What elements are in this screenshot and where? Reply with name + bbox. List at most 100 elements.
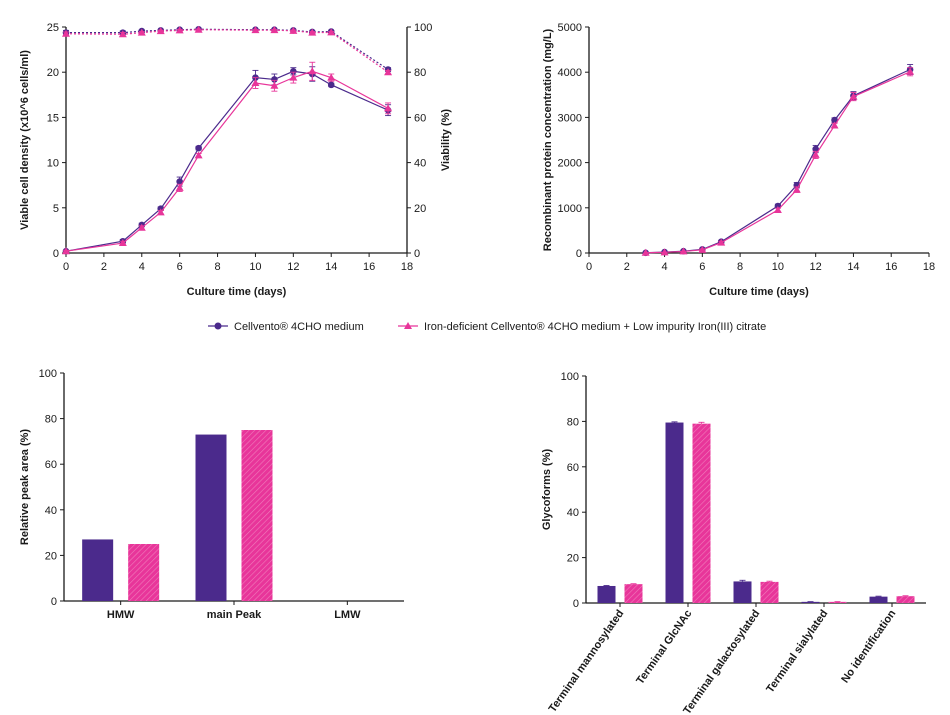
peak-area-chart: 0 20 40 60 80 100 Relative peak area (%) HMW mai…	[19, 368, 404, 621]
y2-tick-label: 100	[414, 22, 432, 34]
y-tick-label: 1000	[558, 203, 582, 215]
bar-gly_purple	[597, 585, 616, 603]
protein-chart: 0 2 4 6 8 10 12 14 16 18 0 1000 2000 3000 4000 5000 Cult…	[542, 22, 935, 298]
y-tick-label: 2000	[558, 158, 582, 170]
y-tick-label: 15	[47, 112, 59, 124]
point-via_pink	[62, 29, 70, 37]
y-tick-label: 5000	[558, 22, 582, 34]
point-vcd_purple	[195, 144, 202, 152]
x-tick-label: 12	[287, 261, 299, 273]
series-line-vcd_purple	[65, 70, 389, 252]
point-prot_pink	[641, 248, 650, 256]
point-prot_pink	[811, 150, 820, 158]
bar-peak_pink	[128, 544, 160, 601]
point-prot_pink	[830, 121, 839, 129]
y2-tick-label: 40	[414, 158, 426, 170]
x-tick-label: 0	[586, 261, 592, 273]
x-tick-label: 6	[177, 261, 183, 273]
point-vcd_pink	[251, 79, 260, 87]
point-prot_purple	[812, 145, 819, 153]
bar-gly_purple	[733, 581, 752, 603]
point-via_pink	[270, 26, 279, 34]
legend-label-purple: Cellvento® 4CHO medium	[234, 321, 364, 333]
x-tick-label: 14	[847, 261, 859, 273]
point-via_pink	[118, 30, 127, 38]
y-tick-label: 60	[567, 462, 579, 474]
y-axis-title: Glycoforms (%)	[541, 449, 553, 531]
point-via_pink	[289, 26, 298, 34]
y-tick-label: 60	[45, 459, 57, 471]
y-tick-label: 25	[47, 22, 59, 34]
x-tick-label: 18	[401, 261, 413, 273]
point-vcd_pink	[137, 223, 146, 231]
point-via_pink	[156, 27, 165, 35]
x-tick-label: 14	[325, 261, 337, 273]
series-line-prot_purple	[645, 68, 911, 254]
bar-peak_pink	[241, 430, 273, 601]
x-tick-label: 10	[249, 261, 261, 273]
point-prot_purple	[831, 116, 838, 124]
y-tick-label: 40	[45, 505, 57, 517]
point-vcd_purple	[176, 178, 183, 185]
point-via_pink	[251, 26, 260, 34]
x-tick-label: 8	[214, 261, 220, 273]
point-vcd_purple	[290, 67, 297, 75]
point-via_pink	[327, 28, 336, 36]
x-tick-label: 2	[101, 261, 107, 273]
point-vcd_pink	[270, 81, 279, 89]
point-vcd_pink	[384, 104, 393, 112]
point-vcd_pink	[289, 73, 298, 81]
y-tick-label: 4000	[558, 67, 582, 79]
series-line-prot_pink	[645, 71, 911, 254]
point-prot_pink	[906, 67, 915, 75]
x-tick-label: 18	[923, 261, 935, 273]
category-label: LMW	[334, 609, 361, 621]
category-label: Terminal sialylated	[764, 608, 830, 695]
glycoforms-chart: 0 20 40 60 80 100 Glycoforms (%) Terminal manno…	[541, 371, 926, 715]
x-tick-label: 10	[772, 261, 784, 273]
x-tick-label: 16	[363, 261, 375, 273]
x-tick-label: 4	[139, 261, 145, 273]
point-vcd_pink	[308, 67, 317, 75]
point-vcd_purple	[271, 76, 278, 83]
point-prot_pink	[773, 206, 782, 214]
point-vcd_pink	[194, 151, 203, 159]
point-prot_pink	[792, 185, 801, 193]
point-vcd_pink	[327, 73, 336, 81]
y-tick-label: 0	[573, 598, 579, 610]
legend-label-pink: Iron-deficient Cellvento® 4CHO medium + …	[424, 321, 766, 333]
point-prot_pink	[660, 248, 669, 256]
legend-marker-purple	[214, 322, 222, 330]
point-via_pink	[137, 28, 146, 36]
x-tick-label: 12	[810, 261, 822, 273]
point-prot_pink	[717, 238, 726, 246]
series-line-via_pink	[65, 29, 389, 73]
y-tick-label: 3000	[558, 112, 582, 124]
bar-gly_purple	[869, 596, 888, 603]
x-tick-label: 6	[699, 261, 705, 273]
category-label: Terminal galactosylated	[681, 608, 762, 715]
y2-tick-label: 60	[414, 112, 426, 124]
x-tick-label: 2	[624, 261, 630, 273]
point-prot_pink	[679, 247, 688, 255]
bar-gly_pink	[692, 423, 711, 603]
y-axis-title: Recombinant protein concentration (mg/L)	[542, 28, 554, 251]
y-tick-label: 80	[45, 414, 57, 426]
category-label: Terminal GlcNAc	[634, 608, 694, 687]
bar-peak_purple	[82, 539, 114, 601]
y-tick-label: 0	[576, 248, 582, 260]
y-tick-label: 0	[51, 596, 57, 608]
point-vcd_pink	[118, 239, 127, 247]
y-axis-title: Relative peak area (%)	[19, 429, 31, 546]
legend: Cellvento® 4CHO medium Iron-deficient Ce…	[208, 321, 766, 333]
bar-gly_purple	[665, 422, 684, 603]
series-line-via_purple	[66, 28, 389, 70]
growth-chart: 0 2 4 6 8 10 12 14 16 180510152025020406080100Cul…	[19, 22, 452, 298]
x-axis-title: Culture time (days)	[187, 286, 287, 298]
point-prot_pink	[698, 245, 707, 253]
point-via_pink	[384, 68, 393, 76]
bar-gly_pink	[828, 601, 847, 603]
legend-marker-pink	[404, 322, 412, 329]
bar-peak_purple	[195, 434, 227, 601]
